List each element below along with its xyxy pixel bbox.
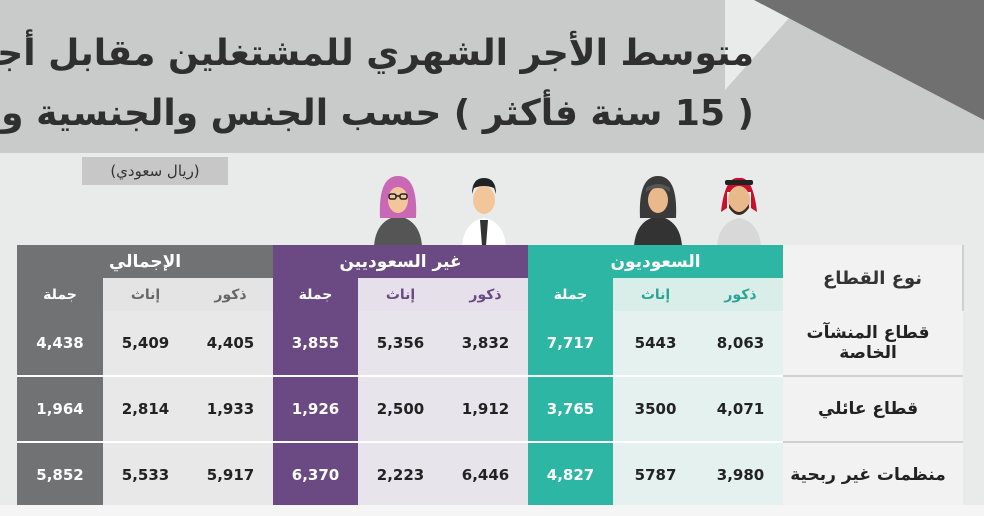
group-header-saudi: السعوديون	[528, 245, 784, 278]
decorative-corner-stripe	[754, 0, 984, 120]
value-cell: 4,405	[188, 311, 274, 377]
page-title-line2: ( 15 سنة فأكثر ) حسب الجنس والجنسية ونوع…	[0, 93, 754, 134]
wages-table: نوع القطاع السعوديون غير السعوديين الإجم…	[17, 245, 965, 509]
value-cell: 8,063	[698, 311, 784, 377]
subheader-total: جملة	[273, 278, 359, 311]
value-cell: 1,912	[443, 376, 529, 443]
saudi-man-icon	[717, 177, 761, 246]
value-cell: 2,223	[358, 442, 444, 509]
table-row: قطاع عائلي 4,071 3500 3,765 1,912 2,500 …	[17, 376, 964, 443]
value-cell: 5,356	[358, 311, 444, 377]
bottom-strip	[0, 505, 984, 516]
table-row: قطاع المنشآت الخاصة 8,063 5443 7,717 3,8…	[17, 311, 964, 377]
value-cell: 3500	[613, 376, 699, 443]
sector-name: قطاع عائلي	[783, 376, 964, 443]
subheader-total: جملة	[17, 278, 104, 311]
value-cell: 5,533	[103, 442, 189, 509]
value-cell: 3,855	[273, 311, 359, 377]
value-cell: 5,917	[188, 442, 274, 509]
value-cell: 3,832	[443, 311, 529, 377]
value-cell: 6,370	[273, 442, 359, 509]
subheader-row: ذكور إناث جملة ذكور إناث جملة ذكور إناث …	[17, 278, 963, 311]
value-cell: 2,500	[358, 376, 444, 443]
value-cell: 1,926	[273, 376, 359, 443]
subheader-female: إناث	[613, 278, 699, 311]
value-cell: 1,964	[17, 376, 104, 443]
unit-badge: (ريال سعودي)	[82, 157, 228, 185]
subheader-total: جملة	[528, 278, 614, 311]
table-row: منظمات غير ربحية 3,980 5787 4,827 6,446 …	[17, 442, 964, 509]
sector-name: منظمات غير ربحية	[783, 442, 964, 509]
value-cell: 4,071	[698, 376, 784, 443]
value-cell: 1,933	[188, 376, 274, 443]
value-cell: 5,852	[17, 442, 104, 509]
value-cell: 5,409	[103, 311, 189, 377]
subheader-male: ذكور	[443, 278, 529, 311]
sector-header: نوع القطاع	[783, 245, 965, 311]
subheader-female: إناث	[103, 278, 189, 311]
group-header-total: الإجمالي	[17, 245, 274, 278]
value-cell: 3,765	[528, 376, 614, 443]
value-cell: 5787	[613, 442, 699, 509]
value-cell: 3,980	[698, 442, 784, 509]
group-header-row: نوع القطاع السعوديون غير السعوديين الإجم…	[17, 245, 965, 311]
value-cell: 4,438	[17, 311, 104, 377]
value-cell: 5443	[613, 311, 699, 377]
sector-name: قطاع المنشآت الخاصة	[783, 311, 964, 377]
page-title-line1: متوسط الأجر الشهري للمشتغلين مقابل أجر	[0, 33, 754, 74]
non-saudi-man-icon	[462, 178, 506, 246]
non-saudi-woman-icon	[374, 176, 422, 246]
header-banner: متوسط الأجر الشهري للمشتغلين مقابل أجر (…	[0, 0, 984, 153]
subheader-male: ذكور	[698, 278, 784, 311]
value-cell: 7,717	[528, 311, 614, 377]
value-cell: 6,446	[443, 442, 529, 509]
subheader-male: ذكور	[188, 278, 274, 311]
saudi-woman-icon	[634, 176, 682, 246]
group-header-non-saudi: غير السعوديين	[273, 245, 529, 278]
value-cell: 2,814	[103, 376, 189, 443]
subheader-female: إناث	[358, 278, 444, 311]
value-cell: 4,827	[528, 442, 614, 509]
